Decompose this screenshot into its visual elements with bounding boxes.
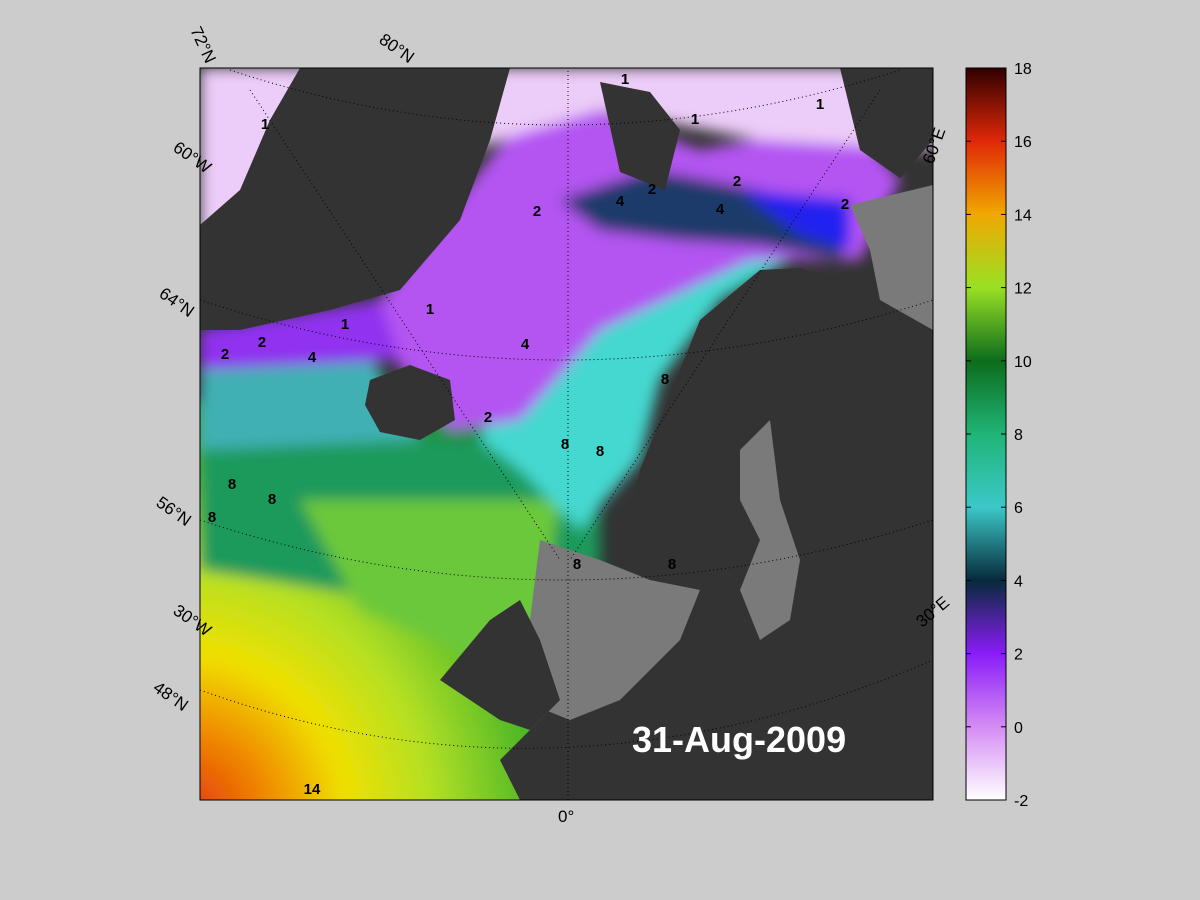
contour-label: 4 (716, 201, 725, 218)
map (200, 68, 933, 800)
graticule-label: 80°N (376, 30, 418, 67)
contour-label: 4 (616, 193, 625, 210)
graticule-label: 64°N (156, 284, 198, 321)
colorbar-tick-label: 16 (1014, 134, 1032, 151)
colorbar-tick-label: 2 (1014, 647, 1023, 664)
contour-label: 1 (691, 111, 699, 128)
date-label: 31-Aug-2009 (632, 719, 846, 760)
contour-label: 4 (308, 349, 317, 366)
contour-label: 2 (733, 173, 741, 190)
contour-label: 8 (668, 556, 676, 573)
contour-label: 2 (484, 409, 492, 426)
contour-label: 8 (596, 443, 604, 460)
contour-label: 8 (208, 509, 216, 526)
colorbar-tick-label: 4 (1014, 573, 1023, 590)
contour-label: 2 (533, 203, 541, 220)
contour-label: 4 (521, 336, 530, 353)
colorbar-tick-label: -2 (1014, 793, 1028, 810)
contour-label: 14 (304, 781, 321, 798)
contour-label: 1 (341, 316, 349, 333)
contour-label: 1 (816, 96, 824, 113)
contour-label: 8 (268, 491, 276, 508)
contour-label: 8 (661, 371, 669, 388)
contour-label: 1 (261, 116, 269, 133)
contour-label: 8 (561, 436, 569, 453)
british-isles (440, 600, 560, 730)
colorbar-tick-label: 12 (1014, 281, 1032, 298)
contour-label: 2 (258, 334, 266, 351)
contour-label: 2 (841, 196, 849, 213)
colorbar-tick-label: 8 (1014, 427, 1023, 444)
colorbar-tick-label: 14 (1014, 207, 1032, 224)
contour-label: 1 (426, 301, 434, 318)
contour-label: 8 (573, 556, 581, 573)
contour-label: 8 (228, 476, 236, 493)
graticule-label: 0° (558, 807, 574, 826)
graticule-label: 56°N (153, 493, 195, 530)
graticule-label: 48°N (150, 678, 192, 715)
colorbar-tick-label: 18 (1014, 61, 1032, 78)
colorbar-tick-label: 10 (1014, 354, 1032, 371)
colorbar-tick-label: 6 (1014, 500, 1023, 517)
colorbar-tick-label: 0 (1014, 720, 1023, 737)
shelf (520, 185, 933, 720)
contour-label: 2 (221, 346, 229, 363)
graticule-label: 72°N (186, 24, 219, 66)
contour-label: 1 (621, 71, 629, 88)
map-frame (199, 67, 934, 801)
contour-label: 2 (648, 181, 656, 198)
colorbar (965, 67, 1007, 801)
